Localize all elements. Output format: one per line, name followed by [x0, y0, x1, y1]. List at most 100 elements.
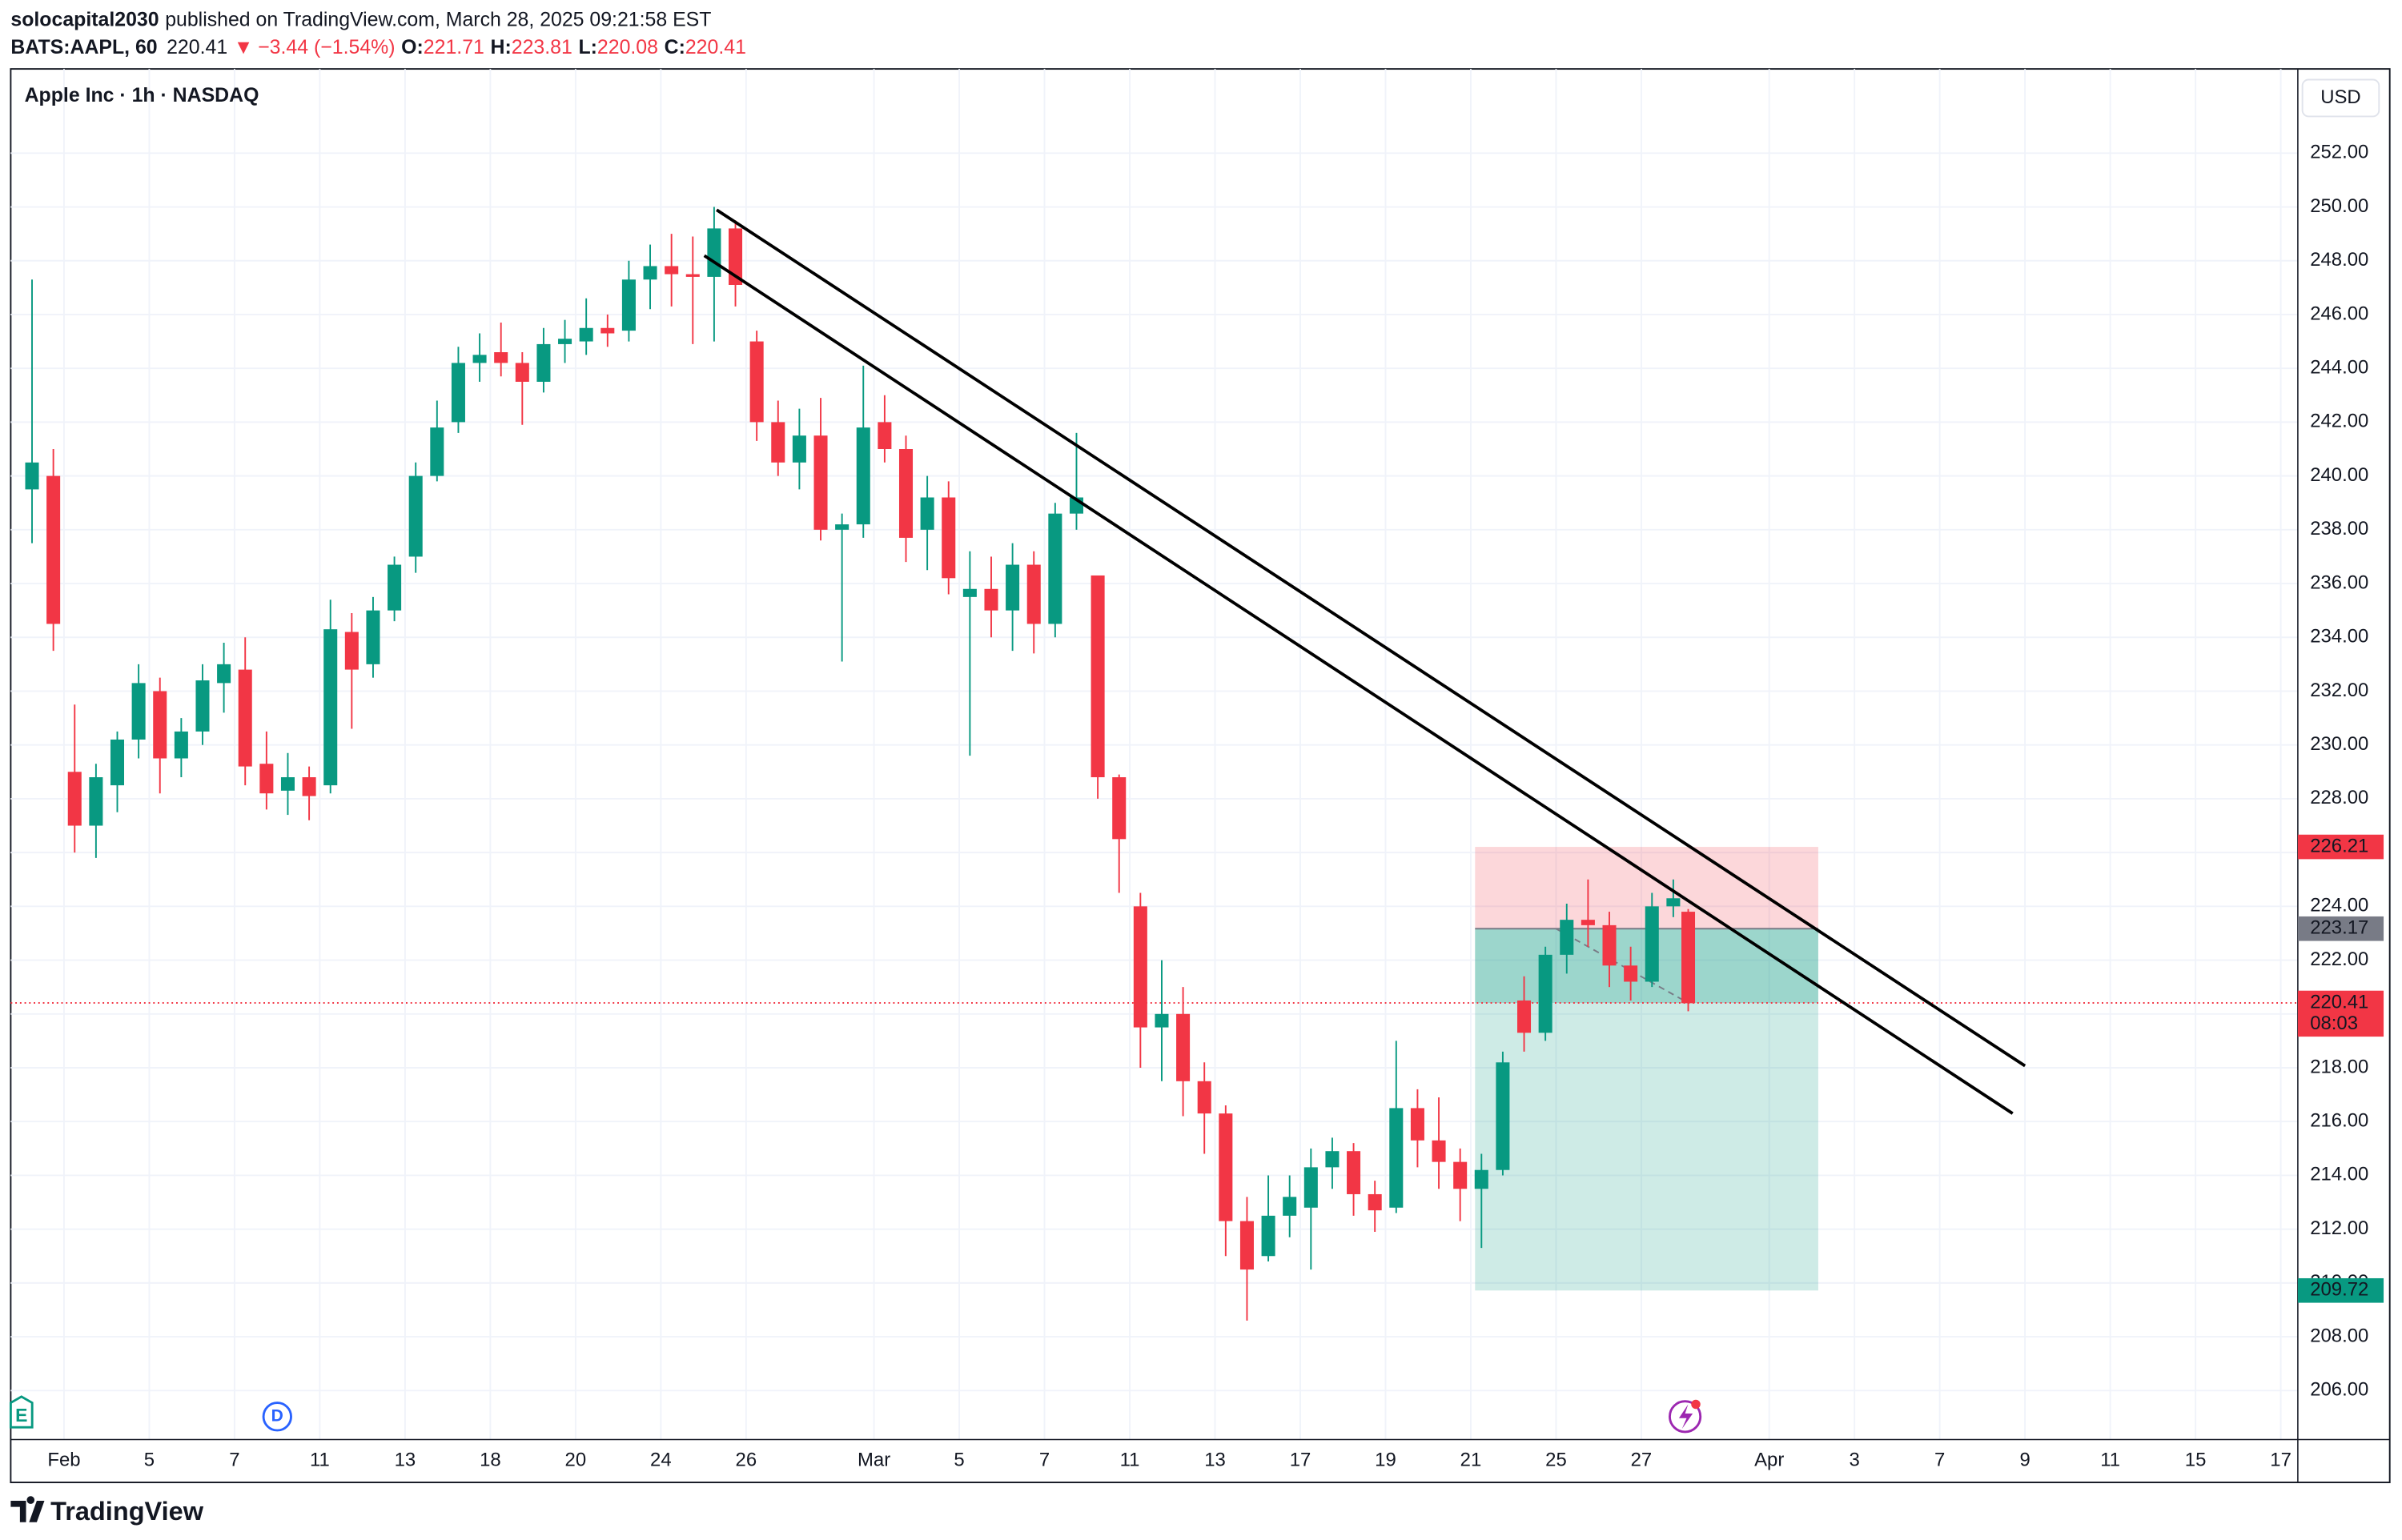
candle-body: [835, 524, 850, 530]
candle-body: [1303, 1167, 1318, 1208]
symbol: BATS:AAPL, 60: [10, 36, 157, 58]
candle-body: [856, 427, 870, 525]
candle-body: [1112, 777, 1127, 840]
event-earnings[interactable]: E: [9, 1395, 34, 1429]
header-line-2: BATS:AAPL, 60 220.41 ▼ −3.44 (−1.54%) O:221.…: [10, 36, 746, 58]
candle-body: [451, 363, 465, 423]
candle-body: [1261, 1215, 1275, 1257]
candle-body: [771, 422, 785, 463]
currency-button[interactable]: [2301, 78, 2380, 118]
candle-body: [366, 610, 380, 664]
candle-body: [302, 777, 316, 796]
x-tick-label: 7: [1039, 1450, 1050, 1471]
news-icon[interactable]: [1669, 1399, 1702, 1434]
target-zone: [1475, 928, 1818, 1291]
fill-path: [1555, 928, 1689, 1004]
candle-body: [195, 680, 210, 732]
price-label: 223.17: [2310, 917, 2368, 939]
y-tick-label: 230.00: [2310, 733, 2368, 755]
candle-body: [110, 739, 125, 786]
candle-body: [621, 279, 636, 331]
candle-body: [1645, 906, 1659, 982]
axes: 206.00208.00210.00212.00214.00216.00218.…: [47, 142, 2384, 1471]
y-tick-label: 222.00: [2310, 948, 2368, 970]
ohlc-value: 220.41: [685, 36, 746, 58]
candle-body: [217, 664, 231, 684]
published: published on TradingView.com, March 28, …: [165, 9, 711, 31]
event-label: E: [15, 1405, 27, 1426]
x-tick-label: Mar: [858, 1450, 890, 1471]
symbol-legend: Apple Inc · 1h · NASDAQ: [25, 84, 259, 106]
event-icon: [9, 1395, 34, 1429]
x-tick-label: 24: [650, 1450, 672, 1471]
candle-body: [643, 266, 657, 280]
x-tick-label: 11: [2100, 1450, 2120, 1471]
brand-name: TradingView: [50, 1497, 204, 1526]
candle-body: [1197, 1081, 1211, 1114]
y-tick-label: 212.00: [2310, 1217, 2368, 1239]
candle-body: [558, 339, 572, 344]
event-dividend[interactable]: D: [262, 1402, 292, 1432]
y-tick-label: 214.00: [2310, 1164, 2368, 1185]
candle-body: [1581, 920, 1595, 925]
candle-body: [962, 588, 977, 597]
y-tick-label: 236.00: [2310, 571, 2368, 593]
y-tick-label: 216.00: [2310, 1110, 2368, 1132]
y-tick-label: 244.00: [2310, 356, 2368, 378]
candle-body: [1283, 1197, 1297, 1216]
brand-mark: [10, 1496, 45, 1522]
x-tick-label: 25: [1545, 1450, 1567, 1471]
event-icon: [262, 1402, 292, 1432]
candle-body: [388, 564, 402, 611]
candle-body: [67, 772, 82, 826]
candle-body: [238, 669, 252, 767]
price-label: 220.41: [2310, 991, 2368, 1013]
candle-body: [665, 266, 679, 275]
candle-body: [813, 435, 828, 530]
candle-body: [174, 731, 188, 759]
price-label-bg: [2297, 990, 2384, 1037]
candle-body: [472, 355, 487, 363]
y-tick-label: 238.00: [2310, 518, 2368, 539]
trend-line: [716, 208, 2026, 1068]
ohlc-value: 220.08: [597, 36, 658, 58]
candle-body: [878, 422, 892, 450]
y-tick-label: 248.00: [2310, 249, 2368, 271]
x-tick-label: 17: [2270, 1450, 2292, 1471]
candle-body: [1624, 965, 1638, 982]
candle-body: [46, 475, 61, 624]
candle-body: [1432, 1140, 1446, 1162]
news-bolt: [1678, 1404, 1693, 1430]
x-tick-label: Feb: [47, 1450, 80, 1471]
candle-body: [89, 777, 103, 826]
x-tick-label: 21: [1460, 1450, 1482, 1471]
x-tick-label: Apr: [1754, 1450, 1784, 1471]
chart-frame: [10, 68, 2391, 1484]
candle-body: [707, 228, 721, 277]
candle-body: [685, 274, 700, 277]
candle-body: [1026, 564, 1041, 624]
candle-body: [1325, 1151, 1340, 1168]
x-tick-label: 9: [2019, 1450, 2030, 1471]
candle-body: [1602, 924, 1617, 966]
last: 220.41: [167, 36, 227, 58]
candle-body: [729, 228, 743, 285]
x-tick-label: 19: [1375, 1450, 1396, 1471]
x-tick-label: 13: [1204, 1450, 1226, 1471]
y-tick-label: 242.00: [2310, 411, 2368, 432]
header-line-1: solocapital2030 published on TradingView.…: [10, 9, 711, 31]
x-tick-label: 18: [480, 1450, 501, 1471]
currency[interactable]: USD: [2320, 86, 2360, 108]
y-tick-label: 252.00: [2310, 142, 2368, 163]
trend-line: [703, 254, 2014, 1115]
ohlc-label: O:: [401, 36, 424, 58]
y-tick-label: 250.00: [2310, 195, 2368, 217]
candle-body: [430, 427, 444, 476]
candle-body: [536, 343, 551, 382]
x-tick-label: 5: [144, 1450, 155, 1471]
y-tick-label: 240.00: [2310, 464, 2368, 486]
candle-body: [579, 327, 593, 342]
news-dot: [1691, 1399, 1701, 1410]
candle-body: [1538, 954, 1552, 1033]
candle-body: [1368, 1193, 1382, 1211]
